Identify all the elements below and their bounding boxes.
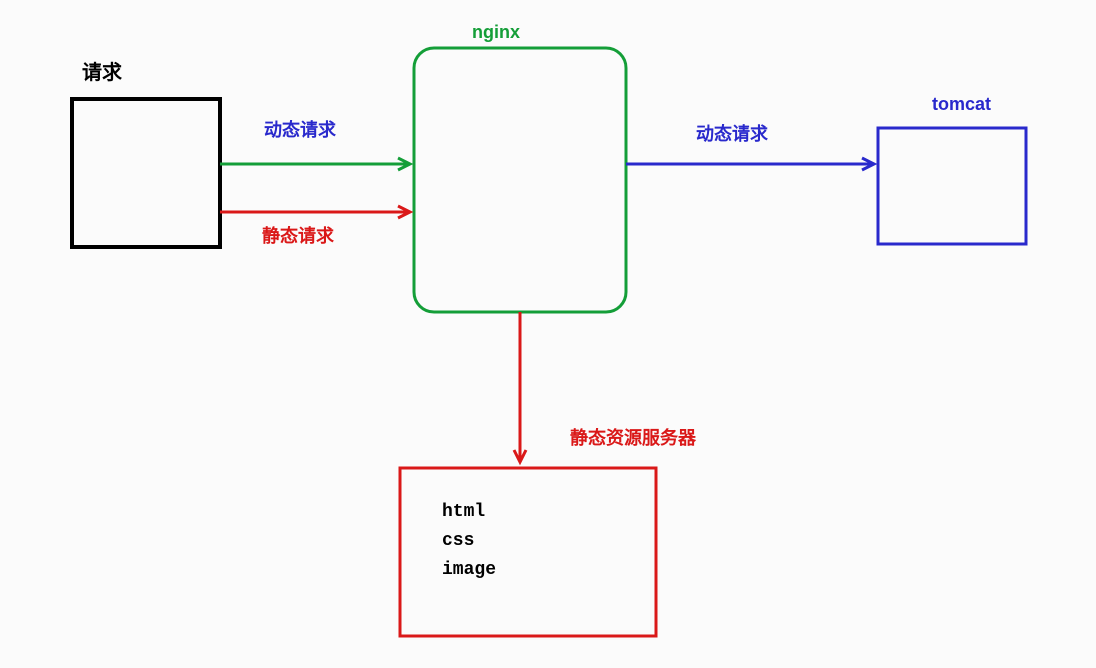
- dynamic-request-edge-label-2: 动态请求: [696, 120, 768, 146]
- request-node-label: 请求: [82, 56, 122, 85]
- flowchart-diagram: 请求 nginx tomcat 静态资源服务器 动态请求 静态请求 动态请求 h…: [0, 0, 1096, 668]
- static-request-edge-label: 静态请求: [262, 222, 334, 248]
- static-content-line-3: image: [442, 556, 496, 585]
- static-server-node-label: 静态资源服务器: [570, 424, 696, 450]
- tomcat-node-label: tomcat: [932, 94, 991, 115]
- dynamic-request-edge-label-1: 动态请求: [264, 116, 336, 142]
- nginx-node-label: nginx: [472, 22, 520, 43]
- static-content-line-1: html: [442, 498, 496, 527]
- static-server-content: html css image: [442, 498, 496, 584]
- static-content-line-2: css: [442, 527, 496, 556]
